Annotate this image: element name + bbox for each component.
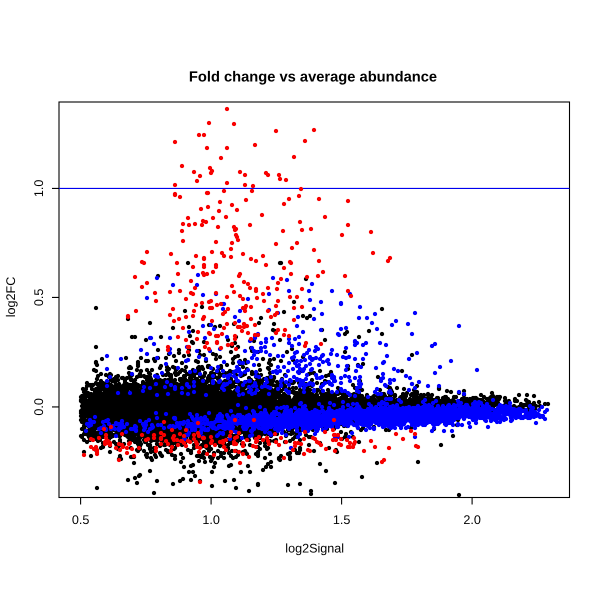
svg-text:1.0: 1.0 (32, 180, 46, 198)
svg-text:2.0: 2.0 (463, 513, 481, 527)
svg-text:0.5: 0.5 (72, 513, 90, 527)
svg-text:1.5: 1.5 (333, 513, 351, 527)
svg-text:Fold change vs average abundan: Fold change vs average abundance (189, 70, 437, 86)
svg-text:0.5: 0.5 (32, 289, 46, 307)
svg-text:log2FC: log2FC (4, 277, 18, 318)
svg-text:0.0: 0.0 (32, 398, 46, 416)
svg-text:1.0: 1.0 (202, 513, 220, 527)
svg-text:log2Signal: log2Signal (285, 542, 344, 556)
